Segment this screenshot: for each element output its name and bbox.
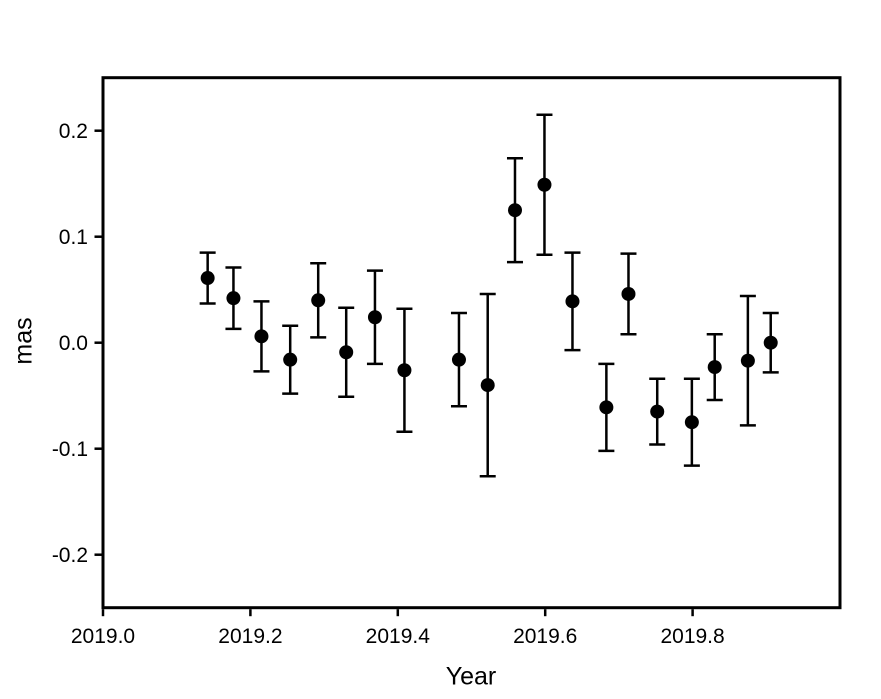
x-tick-label: 2019.2 xyxy=(218,625,282,648)
x-tick-label: 2019.8 xyxy=(660,625,724,648)
data-point xyxy=(599,400,614,415)
data-point xyxy=(200,271,215,286)
data-point xyxy=(367,310,382,325)
data-point xyxy=(339,345,354,360)
y-tick-label: 0.1 xyxy=(59,226,88,249)
data-point xyxy=(684,415,699,430)
x-tick-label: 2019.6 xyxy=(513,625,577,648)
data-point xyxy=(565,294,580,309)
data-point xyxy=(226,291,241,306)
data-point xyxy=(480,378,495,393)
data-point xyxy=(397,363,412,378)
data-point xyxy=(311,293,326,308)
data-point xyxy=(254,329,269,344)
plot-frame xyxy=(101,76,842,610)
data-point xyxy=(537,177,552,192)
data-point xyxy=(763,335,778,350)
y-tick-label: 0.2 xyxy=(59,120,88,143)
data-point xyxy=(283,352,298,367)
x-tick-label: 2019.0 xyxy=(71,625,135,648)
data-point xyxy=(621,286,636,301)
x-tick-label: 2019.4 xyxy=(366,625,431,648)
y-tick-label: -0.2 xyxy=(52,544,88,567)
x-axis-title: Year xyxy=(445,662,497,691)
y-axis-title: mas xyxy=(9,317,38,365)
data-point xyxy=(740,353,755,368)
data-point xyxy=(507,203,522,218)
data-point xyxy=(451,352,466,367)
y-tick-label: 0.0 xyxy=(59,332,88,355)
data-point xyxy=(707,360,722,375)
data-point xyxy=(650,404,665,419)
y-tick-label: -0.1 xyxy=(52,438,88,461)
